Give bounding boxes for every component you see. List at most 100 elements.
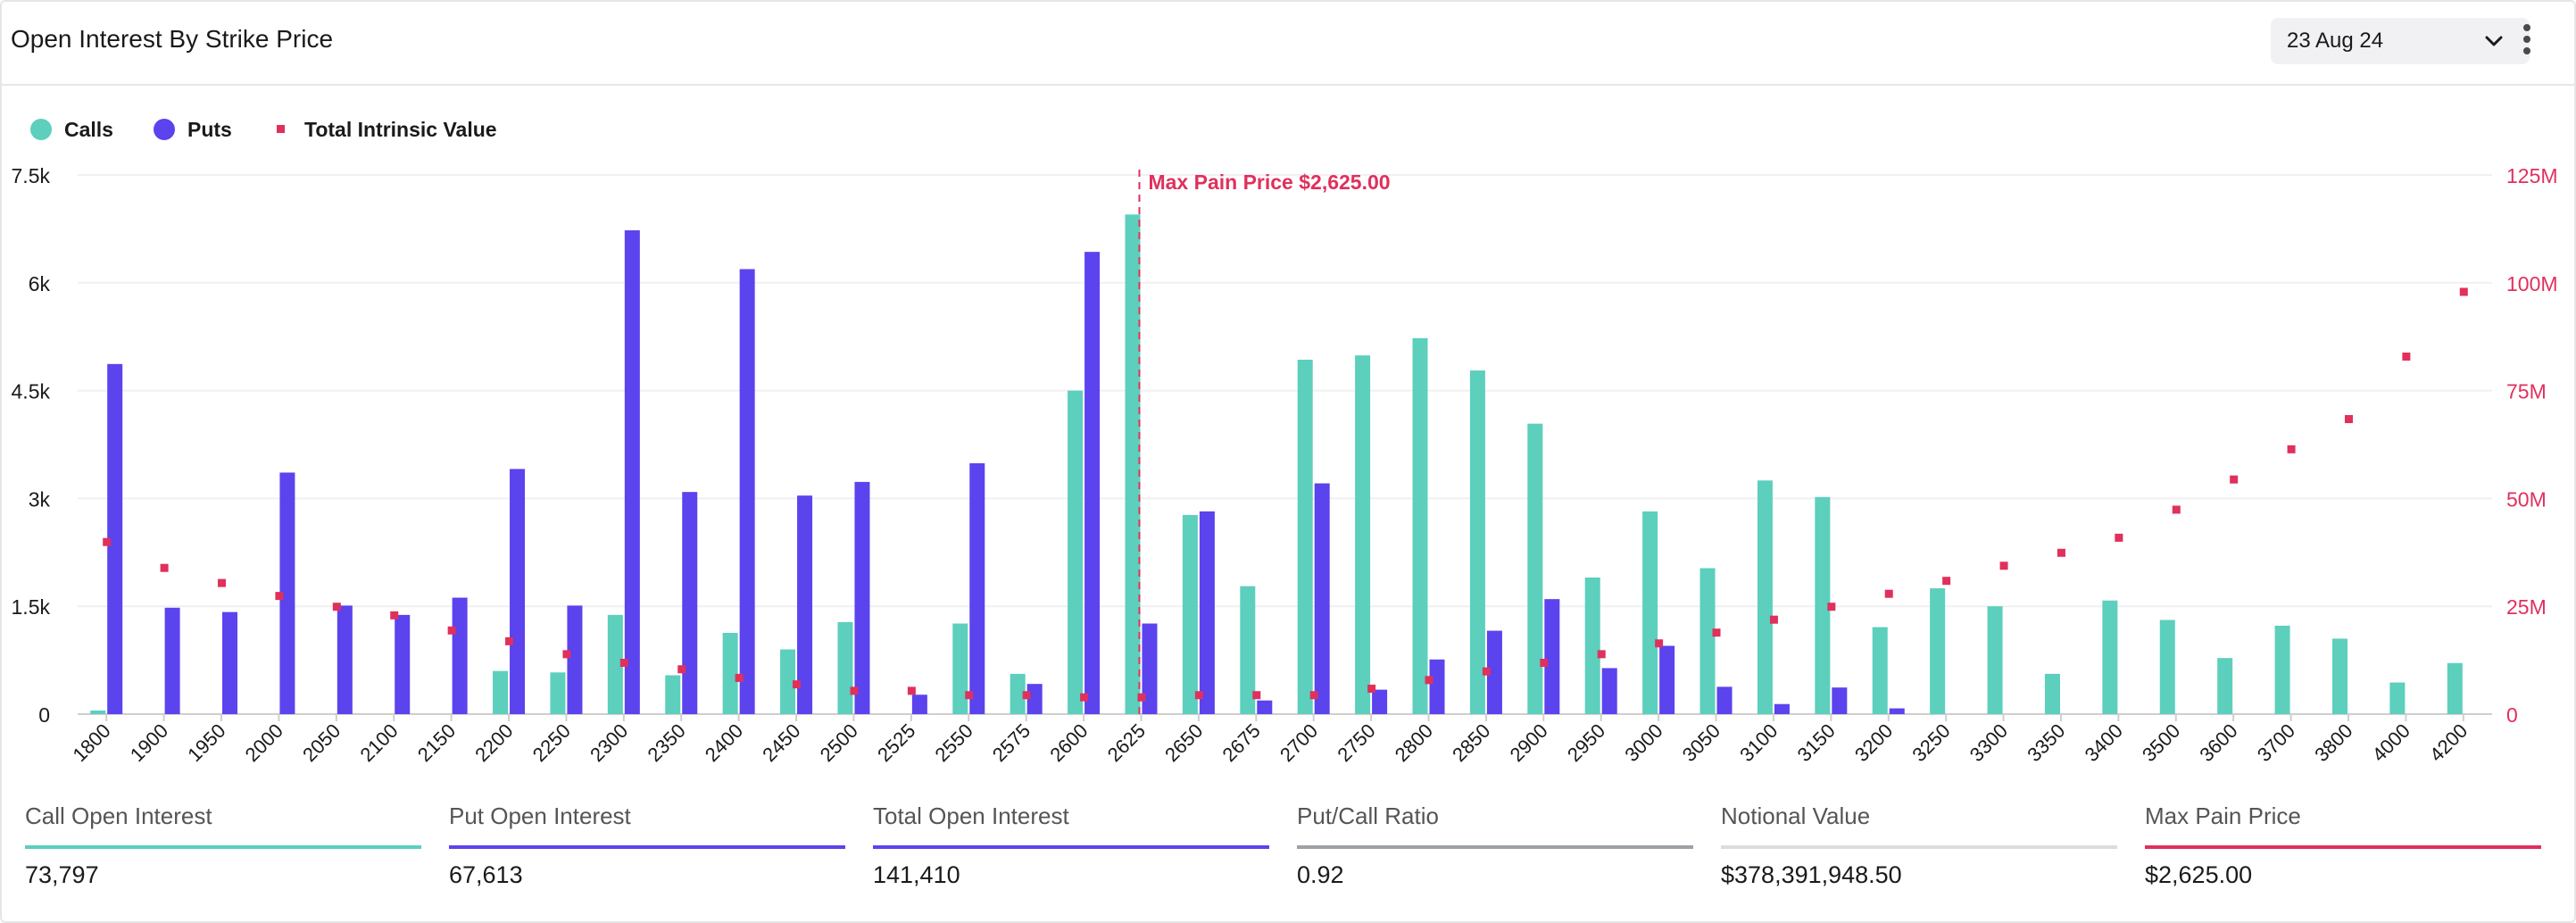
- calls-bar: [1642, 511, 1658, 714]
- tiv-point: [677, 665, 686, 674]
- legend-label-puts: Puts: [187, 118, 232, 141]
- calls-bar: [1872, 627, 1888, 714]
- tiv-point: [332, 603, 341, 611]
- tiv-point: [447, 626, 456, 635]
- puts-bar: [624, 230, 640, 714]
- more-options-icon[interactable]: [2514, 20, 2540, 61]
- puts-bar: [1774, 703, 1790, 714]
- calls-bar: [1699, 568, 1716, 714]
- x-tick-label: 2050: [298, 719, 345, 766]
- legend-item-calls[interactable]: Calls: [30, 114, 129, 145]
- puts-bar: [1372, 689, 1388, 714]
- tiv-point: [2172, 505, 2181, 514]
- x-tick-label: 2900: [1506, 719, 1552, 766]
- calls-bar: [722, 632, 738, 714]
- puts-bar: [1544, 599, 1560, 714]
- calls-bar: [2447, 662, 2463, 714]
- tiv-point: [2459, 287, 2468, 296]
- x-tick-label: 2675: [1218, 719, 1265, 766]
- y-right-tick-label: 25M: [2506, 595, 2547, 619]
- calls-bar: [1068, 390, 1084, 714]
- legend-item-tiv[interactable]: Total Intrinsic Value: [277, 114, 544, 145]
- tiv-point: [103, 537, 112, 546]
- puts-bar: [510, 469, 526, 714]
- stat-value: 73,797: [25, 861, 99, 888]
- puts-bar: [854, 481, 870, 714]
- legend-item-puts[interactable]: Puts: [154, 114, 243, 145]
- x-tick-label: 2100: [355, 719, 402, 766]
- y-left-tick-label: 6k: [29, 272, 51, 295]
- tiv-point: [1080, 693, 1089, 702]
- tiv-point: [1712, 628, 1721, 637]
- puts-bar: [1084, 252, 1101, 714]
- stat-label: Total Open Interest: [873, 802, 1069, 829]
- puts-bar: [1142, 623, 1158, 714]
- x-tick-label: 2150: [413, 719, 460, 766]
- tiv-point: [218, 578, 227, 587]
- calls-bar: [1584, 577, 1600, 714]
- puts-bar: [395, 614, 411, 714]
- calls-bar: [1527, 423, 1543, 714]
- legend-label-calls: Calls: [64, 118, 113, 141]
- tiv-point: [1137, 693, 1146, 702]
- tiv-point: [1252, 691, 1261, 700]
- calls-bar: [1240, 586, 1256, 714]
- puts-bar: [1257, 700, 1273, 714]
- calls-bar: [952, 623, 968, 714]
- x-tick-label: 1950: [183, 719, 229, 766]
- stat-underline: [1297, 845, 1693, 849]
- puts-bar: [567, 605, 583, 714]
- calls-bar: [1355, 355, 1371, 714]
- y-left-tick-label: 4.5k: [12, 380, 51, 403]
- stat-label: Call Open Interest: [25, 802, 212, 829]
- calls-bar: [2274, 625, 2290, 714]
- calls-bar: [2044, 673, 2060, 714]
- y-left-tick-label: 1.5k: [12, 595, 51, 619]
- x-tick-label: 2000: [241, 719, 287, 766]
- tiv-point: [1769, 615, 1778, 624]
- puts-bar: [1199, 511, 1215, 714]
- x-tick-label: 2200: [470, 719, 517, 766]
- x-tick-label: 4000: [2368, 719, 2414, 766]
- tiv-point: [1827, 603, 1836, 611]
- tiv-point: [1194, 691, 1203, 700]
- y-right-tick-label: 0: [2506, 703, 2518, 727]
- x-tick-label: 2525: [873, 719, 919, 766]
- y-right-tick-label: 125M: [2506, 164, 2558, 187]
- y-left-tick-label: 7.5k: [12, 164, 51, 187]
- tiv-point: [1309, 691, 1318, 700]
- x-tick-label: 3400: [2081, 719, 2127, 766]
- stat-put-open-interest: Put Open Interest 67,613: [449, 801, 845, 899]
- stat-underline: [873, 845, 1269, 849]
- x-tick-label: 3000: [1620, 719, 1666, 766]
- open-interest-chart: 0 1.5k 3k 4.5k 6k 7.5k 0 25M 50M 75M 100M 125M 1800 1…: [12, 164, 2558, 766]
- puts-bar: [1486, 630, 1502, 714]
- calls-bar: [2102, 600, 2118, 714]
- tiv-point: [907, 686, 916, 695]
- x-tick-label: 2700: [1276, 719, 1322, 766]
- stat-notional-value: Notional Value $378,391,948.50: [1721, 801, 2117, 899]
- x-tick-label: 2575: [988, 719, 1035, 766]
- y-left-tick-label: 3k: [29, 487, 51, 511]
- tiv-point: [1425, 676, 1433, 685]
- tiv-point: [850, 686, 859, 695]
- x-tick-label: 3050: [1678, 719, 1724, 766]
- x-tick-label: 3250: [1907, 719, 1954, 766]
- tiv-point: [2402, 352, 2411, 361]
- date-dropdown[interactable]: 23 Aug 24: [2271, 18, 2530, 64]
- x-tick-label: 3700: [2253, 719, 2299, 766]
- tiv-swatch: [277, 125, 285, 133]
- tiv-point: [1597, 650, 1606, 659]
- stat-value: 141,410: [873, 861, 960, 888]
- x-tick-label: 2300: [586, 719, 632, 766]
- puts-bar: [107, 363, 123, 714]
- x-tick-label: 3600: [2195, 719, 2241, 766]
- x-tick-label: 2450: [758, 719, 804, 766]
- x-tick-label: 3300: [1965, 719, 2012, 766]
- x-tick-label: 2500: [816, 719, 862, 766]
- calls-bar: [2331, 638, 2347, 714]
- puts-bar: [1429, 659, 1445, 714]
- puts-bar: [1026, 684, 1043, 714]
- puts-bar: [682, 492, 698, 714]
- x-tick-label: 4200: [2425, 719, 2472, 766]
